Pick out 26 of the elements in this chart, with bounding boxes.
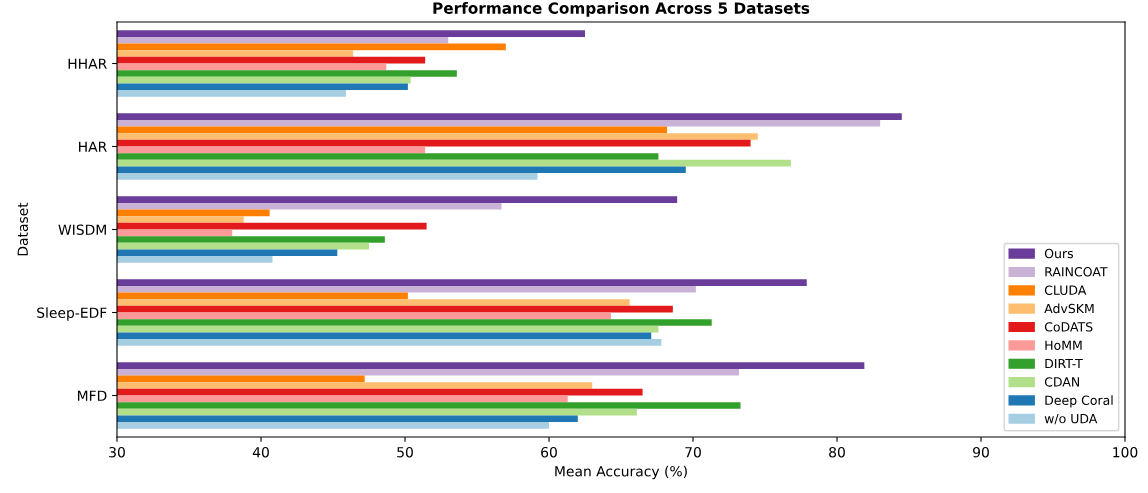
x-tick-label: 90 bbox=[973, 446, 989, 458]
x-tick-label: 30 bbox=[109, 446, 125, 458]
y-tick-label: HAR bbox=[79, 141, 107, 152]
x-tick-label: 80 bbox=[829, 446, 845, 458]
x-tick-label: 40 bbox=[252, 446, 269, 458]
x-tick-label: 50 bbox=[397, 446, 413, 458]
legend-label: Ours bbox=[1044, 248, 1073, 259]
chart-title: Performance Comparison Across 5 Datasets bbox=[433, 2, 810, 17]
x-tick-label: 100 bbox=[1113, 446, 1138, 458]
legend-label: Deep Coral bbox=[1045, 395, 1113, 408]
x-tick-label: 60 bbox=[541, 446, 557, 458]
y-tick-label: Sleep-EDF bbox=[37, 307, 107, 321]
x-tick-label: 70 bbox=[685, 446, 701, 458]
legend-label: AdvSKM bbox=[1044, 303, 1094, 314]
y-tick-label: WISDM bbox=[58, 224, 106, 235]
x-axis-title: Mean Accuracy (%) bbox=[555, 465, 687, 480]
legend-label: CoDATS bbox=[1044, 322, 1093, 332]
legend-label: RAINCOAT bbox=[1045, 267, 1108, 277]
legend-label: HoMM bbox=[1045, 340, 1082, 350]
y-tick-label: HHAR bbox=[68, 58, 107, 69]
legend-label: CDAN bbox=[1044, 377, 1079, 387]
legend-label: DIRT-T bbox=[1045, 358, 1083, 369]
y-tick-label: MFD bbox=[77, 390, 107, 401]
legend-label: CLUDA bbox=[1044, 285, 1087, 295]
y-axis-title: Dataset bbox=[17, 202, 28, 256]
legend-label: w/o UDA bbox=[1044, 414, 1098, 425]
